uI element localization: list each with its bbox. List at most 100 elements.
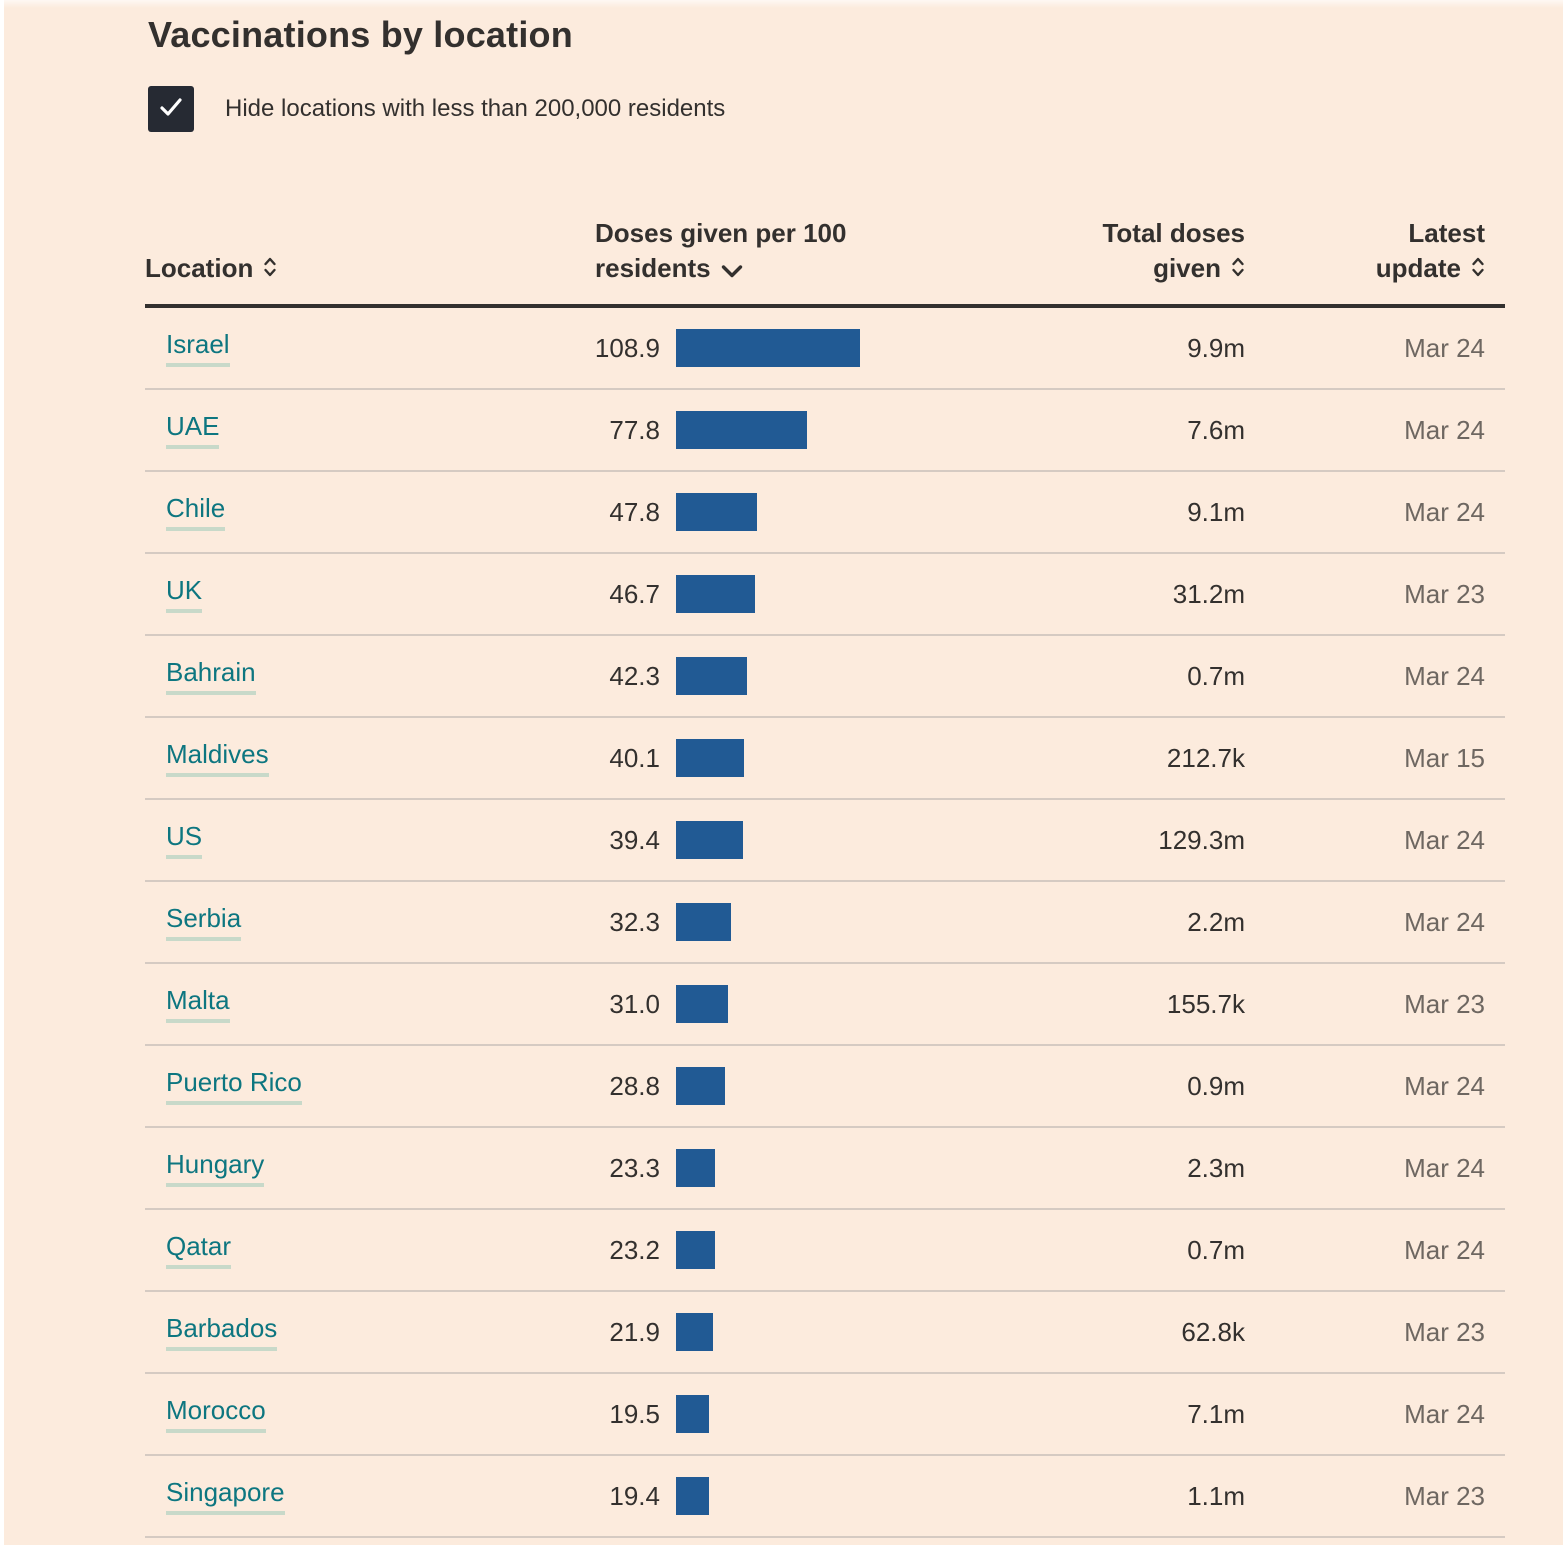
table-header-row: Location Doses given per 100 residents T… bbox=[145, 216, 1505, 309]
doses-bar bbox=[676, 1149, 715, 1188]
table-row: Israel 108.9 9.9m Mar 24 bbox=[145, 308, 1505, 391]
latest-update-value: Mar 23 bbox=[1404, 988, 1485, 1019]
doses-per-100-value: 47.8 bbox=[609, 496, 660, 527]
doses-per-100-value: 19.4 bbox=[609, 1480, 660, 1511]
doses-bar-track bbox=[676, 739, 900, 778]
location-link[interactable]: Maldives bbox=[166, 739, 269, 778]
doses-bar-track bbox=[676, 1395, 900, 1434]
location-link[interactable]: Qatar bbox=[166, 1231, 232, 1270]
location-link[interactable]: Hungary bbox=[166, 1149, 265, 1188]
latest-update-value: Mar 15 bbox=[1404, 742, 1485, 773]
table-body: Israel 108.9 9.9m Mar 24 UAE 77.8 7.6m M… bbox=[145, 308, 1505, 1539]
location-link[interactable]: Puerto Rico bbox=[166, 1067, 302, 1106]
location-link[interactable]: Serbia bbox=[166, 903, 242, 942]
table-row: Hungary 23.3 2.3m Mar 24 bbox=[145, 1128, 1505, 1211]
location-link[interactable]: UK bbox=[166, 575, 203, 614]
doses-bar bbox=[676, 903, 731, 942]
doses-bar-track bbox=[676, 493, 900, 532]
table-row: Maldives 40.1 212.7k Mar 15 bbox=[145, 718, 1505, 801]
location-link[interactable]: Israel bbox=[166, 329, 230, 368]
location-link[interactable]: Chile bbox=[166, 493, 226, 532]
latest-update-value: Mar 24 bbox=[1404, 414, 1485, 445]
doses-per-100-value: 40.1 bbox=[609, 742, 660, 773]
doses-bar-track bbox=[676, 903, 900, 942]
total-doses-value: 2.3m bbox=[1187, 1152, 1245, 1183]
column-header-update-label: Latest update bbox=[1375, 218, 1485, 284]
doses-per-100-value: 39.4 bbox=[609, 824, 660, 855]
total-doses-value: 212.7k bbox=[1166, 742, 1245, 773]
total-doses-value: 0.7m bbox=[1187, 1234, 1245, 1265]
doses-per-100-value: 46.7 bbox=[609, 578, 660, 609]
latest-update-value: Mar 24 bbox=[1404, 496, 1485, 527]
location-link[interactable]: US bbox=[166, 821, 203, 860]
vaccinations-panel: Vaccinations by location Hide locations … bbox=[4, 0, 1563, 1545]
doses-bar bbox=[676, 575, 755, 614]
total-doses-value: 7.1m bbox=[1187, 1398, 1245, 1429]
doses-per-100-value: 23.3 bbox=[609, 1152, 660, 1183]
table-row: Morocco 19.5 7.1m Mar 24 bbox=[145, 1374, 1505, 1457]
location-link[interactable]: Bahrain bbox=[166, 657, 256, 696]
doses-bar-track bbox=[676, 985, 900, 1024]
location-link[interactable]: Singapore bbox=[166, 1477, 285, 1516]
doses-bar bbox=[676, 985, 728, 1024]
chevron-down-icon bbox=[721, 253, 743, 288]
doses-per-100-value: 77.8 bbox=[609, 414, 660, 445]
location-link[interactable]: Malta bbox=[166, 985, 230, 1024]
hide-small-locations-checkbox[interactable] bbox=[148, 86, 194, 132]
column-header-doses-label: Doses given per 100 residents bbox=[595, 218, 847, 284]
table-row: Malta 31.0 155.7k Mar 23 bbox=[145, 964, 1505, 1047]
doses-bar-track bbox=[676, 575, 900, 614]
total-doses-value: 0.7m bbox=[1187, 660, 1245, 691]
total-doses-value: 9.1m bbox=[1187, 496, 1245, 527]
column-header-latest-update[interactable]: Latest update bbox=[1245, 216, 1505, 288]
doses-per-100-value: 108.9 bbox=[594, 332, 660, 363]
table-row: Puerto Rico 28.8 0.9m Mar 24 bbox=[145, 1046, 1505, 1129]
table-row: Serbia 32.3 2.2m Mar 24 bbox=[145, 882, 1505, 965]
doses-bar-track bbox=[676, 1313, 900, 1352]
sort-both-icon bbox=[1231, 253, 1245, 288]
location-link[interactable]: Morocco bbox=[166, 1395, 266, 1434]
table-row: US 39.4 129.3m Mar 24 bbox=[145, 800, 1505, 883]
doses-per-100-value: 19.5 bbox=[609, 1398, 660, 1429]
doses-per-100-value: 31.0 bbox=[609, 988, 660, 1019]
total-doses-value: 2.2m bbox=[1187, 906, 1245, 937]
location-link[interactable]: UAE bbox=[166, 411, 220, 450]
doses-per-100-value: 23.2 bbox=[609, 1234, 660, 1265]
table-row: Qatar 23.2 0.7m Mar 24 bbox=[145, 1210, 1505, 1293]
column-header-location[interactable]: Location bbox=[145, 251, 475, 288]
doses-per-100-value: 21.9 bbox=[609, 1316, 660, 1347]
total-doses-value: 7.6m bbox=[1187, 414, 1245, 445]
doses-bar-track bbox=[676, 411, 900, 450]
total-doses-value: 0.9m bbox=[1187, 1070, 1245, 1101]
latest-update-value: Mar 24 bbox=[1404, 1070, 1485, 1101]
latest-update-value: Mar 24 bbox=[1404, 906, 1485, 937]
latest-update-value: Mar 24 bbox=[1404, 1152, 1485, 1183]
sort-both-icon bbox=[1471, 253, 1485, 288]
column-header-location-label: Location bbox=[145, 253, 254, 284]
doses-bar-track bbox=[676, 1231, 900, 1270]
doses-bar-track bbox=[676, 329, 900, 368]
column-header-doses-per-100[interactable]: Doses given per 100 residents bbox=[475, 216, 900, 288]
hide-small-locations-filter[interactable]: Hide locations with less than 200,000 re… bbox=[148, 86, 1505, 132]
total-doses-value: 155.7k bbox=[1166, 988, 1245, 1019]
doses-bar bbox=[676, 329, 860, 368]
doses-per-100-value: 32.3 bbox=[609, 906, 660, 937]
total-doses-value: 62.8k bbox=[1181, 1316, 1245, 1347]
doses-per-100-value: 42.3 bbox=[609, 660, 660, 691]
doses-bar bbox=[676, 657, 747, 696]
page-title: Vaccinations by location bbox=[148, 14, 573, 55]
latest-update-value: Mar 24 bbox=[1404, 1398, 1485, 1429]
table-row: UK 46.7 31.2m Mar 23 bbox=[145, 554, 1505, 637]
latest-update-value: Mar 23 bbox=[1404, 1480, 1485, 1511]
table-row: Bahrain 42.3 0.7m Mar 24 bbox=[145, 636, 1505, 719]
total-doses-value: 1.1m bbox=[1187, 1480, 1245, 1511]
table-row: Singapore 19.4 1.1m Mar 23 bbox=[145, 1456, 1505, 1539]
location-link[interactable]: Barbados bbox=[166, 1313, 278, 1352]
latest-update-value: Mar 23 bbox=[1404, 1316, 1485, 1347]
doses-bar bbox=[676, 1067, 725, 1106]
latest-update-value: Mar 24 bbox=[1404, 660, 1485, 691]
doses-bar bbox=[676, 411, 807, 450]
table-row: Chile 47.8 9.1m Mar 24 bbox=[145, 472, 1505, 555]
table-row: UAE 77.8 7.6m Mar 24 bbox=[145, 390, 1505, 473]
column-header-total-doses[interactable]: Total doses given bbox=[900, 216, 1245, 288]
